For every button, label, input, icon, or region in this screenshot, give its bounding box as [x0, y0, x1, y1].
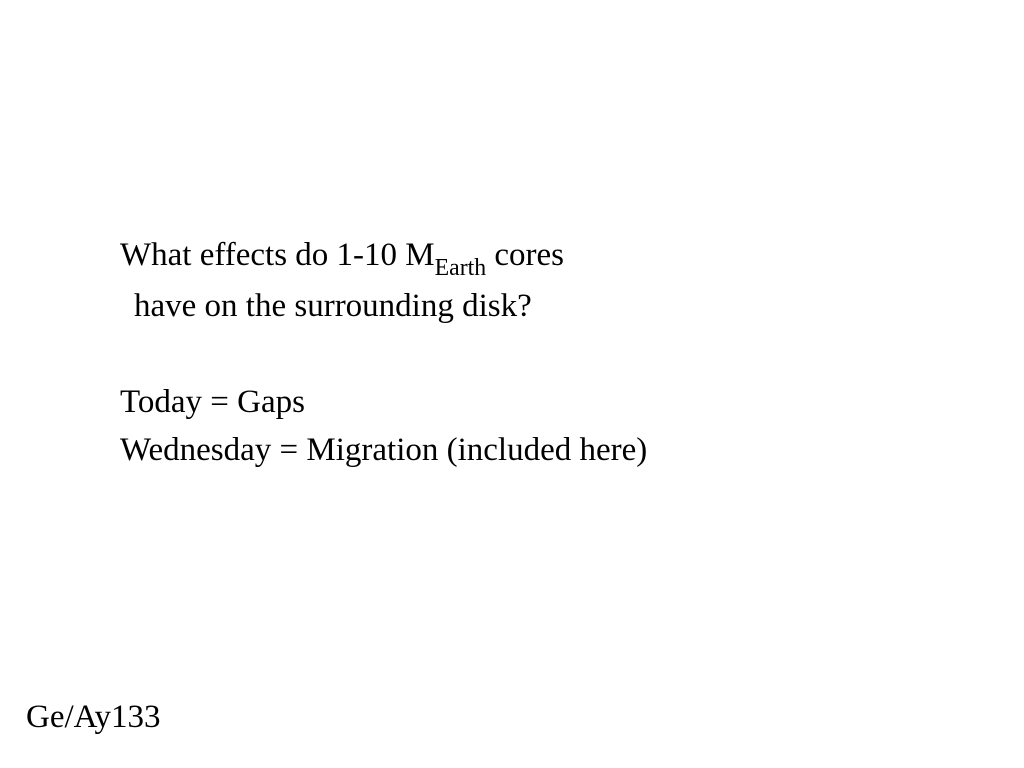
line1-part2: cores — [486, 237, 564, 273]
text-line-2: have on the surrounding disk? — [120, 283, 647, 331]
text-line-4: Wednesday = Migration (included here) — [120, 427, 647, 475]
line1-subscript: Earth — [435, 255, 486, 281]
text-line-3: Today = Gaps — [120, 379, 647, 427]
course-code-footer: Ge/Ay133 — [26, 699, 160, 736]
paragraph-spacer — [120, 331, 647, 379]
slide-body: What effects do 1-10 MEarth cores have o… — [120, 232, 647, 475]
text-line-1: What effects do 1-10 MEarth cores — [120, 232, 647, 283]
line1-part1: What effects do 1-10 M — [120, 237, 435, 273]
